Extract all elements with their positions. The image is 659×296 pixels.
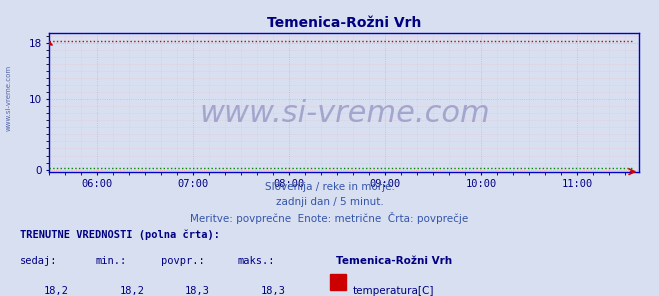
Text: sedaj:: sedaj: bbox=[20, 256, 57, 266]
Text: 18,3: 18,3 bbox=[261, 286, 286, 296]
Text: 18,3: 18,3 bbox=[185, 286, 210, 296]
Text: temperatura[C]: temperatura[C] bbox=[353, 286, 434, 296]
Text: www.si-vreme.com: www.si-vreme.com bbox=[199, 99, 490, 128]
Text: Slovenija / reke in morje.: Slovenija / reke in morje. bbox=[264, 182, 395, 192]
Text: Meritve: povprečne  Enote: metrične  Črta: povprečje: Meritve: povprečne Enote: metrične Črta:… bbox=[190, 212, 469, 224]
Title: Temenica-Rožni Vrh: Temenica-Rožni Vrh bbox=[267, 16, 422, 30]
Text: povpr.:: povpr.: bbox=[161, 256, 205, 266]
Text: zadnji dan / 5 minut.: zadnji dan / 5 minut. bbox=[275, 197, 384, 207]
Text: Temenica-Rožni Vrh: Temenica-Rožni Vrh bbox=[336, 256, 452, 266]
Text: TRENUTNE VREDNOSTI (polna črta):: TRENUTNE VREDNOSTI (polna črta): bbox=[20, 229, 219, 240]
Text: min.:: min.: bbox=[96, 256, 127, 266]
Text: 18,2: 18,2 bbox=[43, 286, 69, 296]
Text: 18,2: 18,2 bbox=[119, 286, 144, 296]
Text: maks.:: maks.: bbox=[237, 256, 275, 266]
Text: www.si-vreme.com: www.si-vreme.com bbox=[5, 65, 11, 131]
